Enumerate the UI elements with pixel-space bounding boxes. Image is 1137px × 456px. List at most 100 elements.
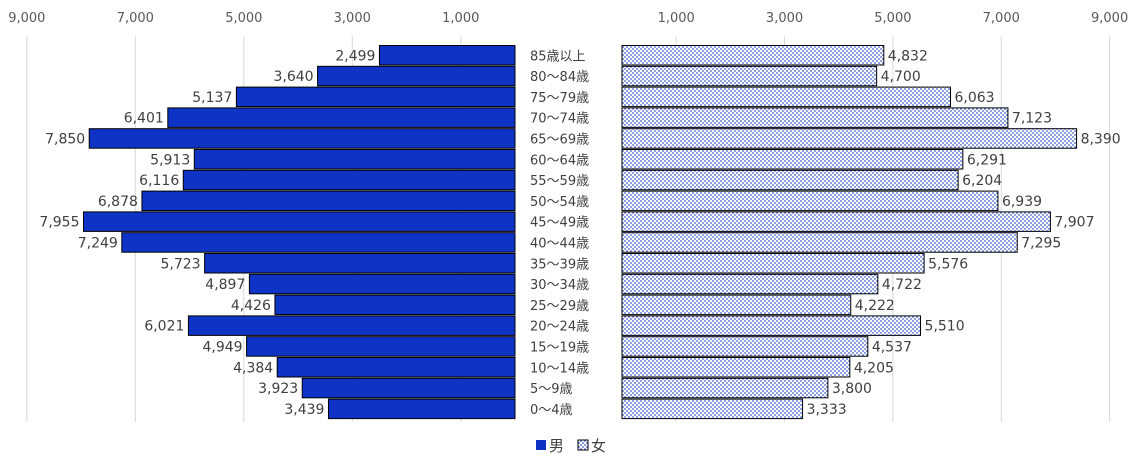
data-label-male: 3,640 bbox=[273, 69, 313, 85]
data-label-male: 5,137 bbox=[192, 90, 232, 106]
bar-female bbox=[621, 169, 959, 191]
bar-male bbox=[182, 169, 516, 191]
data-label-male: 7,955 bbox=[39, 215, 79, 231]
data-label-female: 4,222 bbox=[855, 298, 895, 314]
bar-female bbox=[621, 253, 925, 274]
bar-male bbox=[317, 65, 516, 87]
tick-label-left: 3,000 bbox=[334, 11, 371, 26]
category-label: 35〜39歳 bbox=[530, 257, 589, 272]
bar-male bbox=[121, 232, 516, 253]
category-label: 20〜24歳 bbox=[530, 320, 589, 335]
data-label-female: 6,063 bbox=[954, 90, 994, 106]
legend: 男女 bbox=[536, 437, 606, 455]
bar-female bbox=[621, 357, 851, 378]
tick-label-right: 5,000 bbox=[874, 11, 911, 26]
bar-female bbox=[621, 377, 829, 399]
bar-male bbox=[246, 336, 516, 357]
data-label-male: 3,439 bbox=[284, 402, 324, 418]
tick-label-left: 7,000 bbox=[117, 11, 154, 26]
data-label-female: 4,205 bbox=[854, 360, 894, 376]
tick-label-left: 1,000 bbox=[442, 11, 479, 26]
bar-female bbox=[621, 190, 999, 212]
category-label: 60〜64歳 bbox=[530, 153, 589, 168]
tick-label-right: 9,000 bbox=[1091, 11, 1128, 26]
data-label-male: 4,384 bbox=[233, 360, 273, 376]
bar-male bbox=[235, 86, 516, 108]
category-label: 75〜79歳 bbox=[530, 91, 589, 106]
category-label: 5〜9歳 bbox=[530, 382, 573, 397]
tick-label-right: 1,000 bbox=[658, 11, 695, 26]
bar-male bbox=[167, 107, 516, 128]
data-label-male: 7,249 bbox=[78, 235, 118, 251]
data-label-female: 5,510 bbox=[925, 319, 965, 335]
category-label: 50〜54歳 bbox=[530, 195, 589, 210]
category-label: 85歳以上 bbox=[530, 49, 586, 64]
data-label-female: 8,390 bbox=[1081, 131, 1121, 147]
data-label-female: 3,800 bbox=[832, 381, 872, 397]
data-label-male: 4,949 bbox=[202, 339, 242, 355]
axis-tick-labels: 1,000 1,000 3,000 3,000 5,000 5,000 7,000 7,000… bbox=[8, 11, 1128, 26]
category-label: 80〜84歳 bbox=[530, 70, 589, 85]
bar-male bbox=[204, 253, 516, 274]
category-label: 30〜34歳 bbox=[530, 278, 589, 293]
bar-male bbox=[301, 377, 516, 399]
category-label: 15〜19歳 bbox=[530, 340, 589, 355]
category-labels: 85歳以上 80〜84歳 75〜79歳 70〜74歳 65〜69歳 60〜64歳 55〜59… bbox=[530, 49, 589, 418]
bar-female bbox=[621, 107, 1009, 128]
category-label: 45〜49歳 bbox=[530, 216, 589, 231]
bar-male bbox=[83, 211, 516, 232]
bar-female bbox=[621, 149, 964, 170]
tick-label-left: 9,000 bbox=[8, 11, 45, 26]
data-label-female: 4,537 bbox=[872, 339, 912, 355]
data-label-male: 4,897 bbox=[205, 277, 245, 293]
category-label: 40〜44歳 bbox=[530, 236, 589, 251]
data-label-male: 5,913 bbox=[150, 152, 190, 168]
data-label-male: 4,426 bbox=[231, 298, 271, 314]
data-label-male: 3,923 bbox=[258, 381, 298, 397]
bar-male bbox=[88, 128, 516, 149]
legend-swatch-female bbox=[577, 439, 589, 451]
data-labels: 2,499 4,832 3,640 4,700 5,137 6,063 6,401 7,123… bbox=[39, 48, 1120, 418]
data-label-female: 4,832 bbox=[888, 48, 928, 64]
data-label-female: 6,204 bbox=[962, 173, 1002, 189]
bar-male bbox=[274, 294, 516, 316]
bar-male bbox=[193, 149, 516, 170]
data-label-female: 3,333 bbox=[807, 402, 847, 418]
bar-female bbox=[621, 86, 951, 108]
data-label-female: 4,700 bbox=[881, 69, 921, 85]
bar-male bbox=[248, 273, 516, 295]
category-label: 65〜69歳 bbox=[530, 132, 589, 147]
data-label-female: 7,907 bbox=[1054, 215, 1094, 231]
bar-male bbox=[378, 45, 516, 66]
data-label-female: 5,576 bbox=[928, 256, 968, 272]
category-label: 25〜29歳 bbox=[530, 299, 589, 314]
bar-male bbox=[187, 315, 516, 336]
bar-female bbox=[621, 128, 1078, 149]
bar-female bbox=[621, 232, 1018, 253]
data-label-male: 6,116 bbox=[139, 173, 179, 189]
data-label-female: 7,295 bbox=[1021, 235, 1061, 251]
tick-label-left: 5,000 bbox=[225, 11, 262, 26]
legend-swatch-male bbox=[536, 440, 546, 450]
data-label-male: 6,401 bbox=[124, 111, 164, 127]
bar-female bbox=[621, 211, 1051, 232]
tick-label-right: 3,000 bbox=[766, 11, 803, 26]
bar-female bbox=[621, 65, 878, 87]
bar-male bbox=[276, 357, 516, 378]
category-label: 55〜59歳 bbox=[530, 174, 589, 189]
data-label-female: 6,939 bbox=[1002, 194, 1042, 210]
bar-female bbox=[621, 315, 922, 336]
legend-label-female: 女 bbox=[591, 437, 606, 455]
bar-male bbox=[141, 190, 516, 212]
data-label-male: 7,850 bbox=[45, 131, 85, 147]
data-label-male: 2,499 bbox=[335, 48, 375, 64]
data-label-female: 4,722 bbox=[882, 277, 922, 293]
category-label: 70〜74歳 bbox=[530, 112, 589, 127]
data-label-male: 6,021 bbox=[144, 319, 184, 335]
data-label-male: 5,723 bbox=[160, 256, 200, 272]
bar-male bbox=[327, 398, 516, 420]
category-label: 0〜4歳 bbox=[530, 403, 573, 418]
data-label-female: 7,123 bbox=[1012, 111, 1052, 127]
bar-female bbox=[621, 45, 885, 66]
